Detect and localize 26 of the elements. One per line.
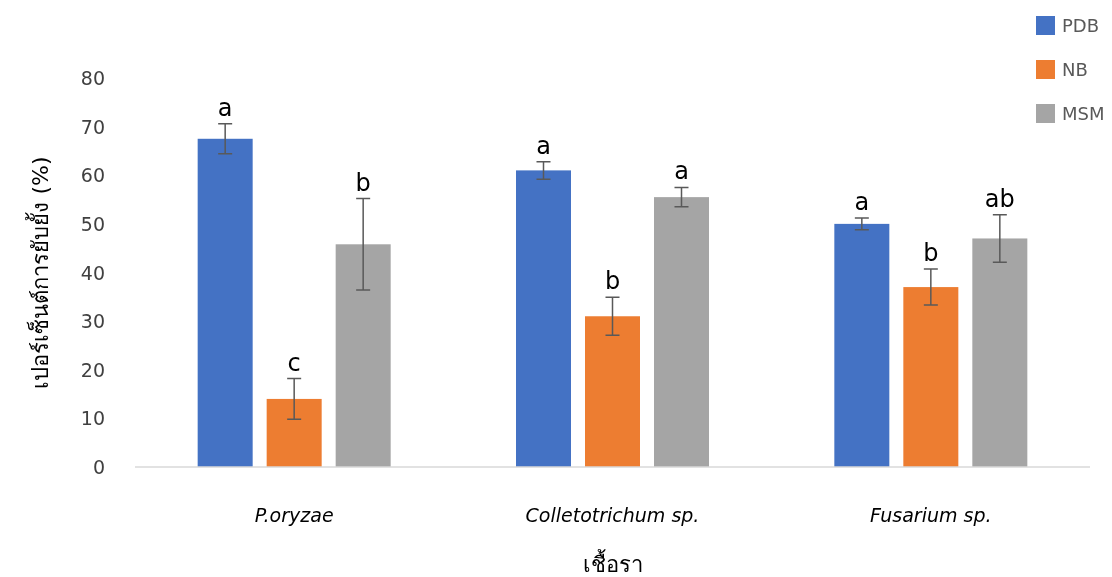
x-axis-title: เชื้อรา [582, 549, 643, 577]
data-label: a [536, 131, 551, 160]
data-label: b [355, 168, 371, 197]
legend-label: PDB [1062, 15, 1100, 36]
data-label: a [674, 157, 689, 186]
data-label: ab [984, 184, 1015, 213]
x-tick-label: Fusarium sp. [870, 504, 992, 526]
data-label: b [923, 239, 939, 268]
legend-label: NB [1062, 59, 1088, 80]
y-tick-label: 50 [80, 212, 105, 235]
y-tick-label: 10 [80, 407, 105, 430]
y-tick-label: 70 [80, 115, 105, 138]
y-tick-label: 30 [80, 310, 105, 333]
x-tick-label: P.oryzae [254, 504, 334, 526]
y-tick-label: 0 [92, 456, 105, 478]
data-label: a [854, 188, 870, 217]
y-tick-label: 60 [80, 164, 105, 187]
legend-label: MSM [1062, 103, 1105, 124]
y-tick-label: 20 [80, 358, 105, 381]
data-label: a [217, 93, 233, 122]
y-tick-label: 40 [80, 261, 105, 284]
x-tick-label: Colletotrichum sp. [525, 504, 700, 526]
y-axis-title: เปอร์เซ็นต์การยับยั้ง (%) [25, 156, 53, 389]
y-tick-label: 80 [80, 67, 105, 89]
data-label: c [287, 348, 301, 377]
data-label: b [604, 267, 621, 296]
